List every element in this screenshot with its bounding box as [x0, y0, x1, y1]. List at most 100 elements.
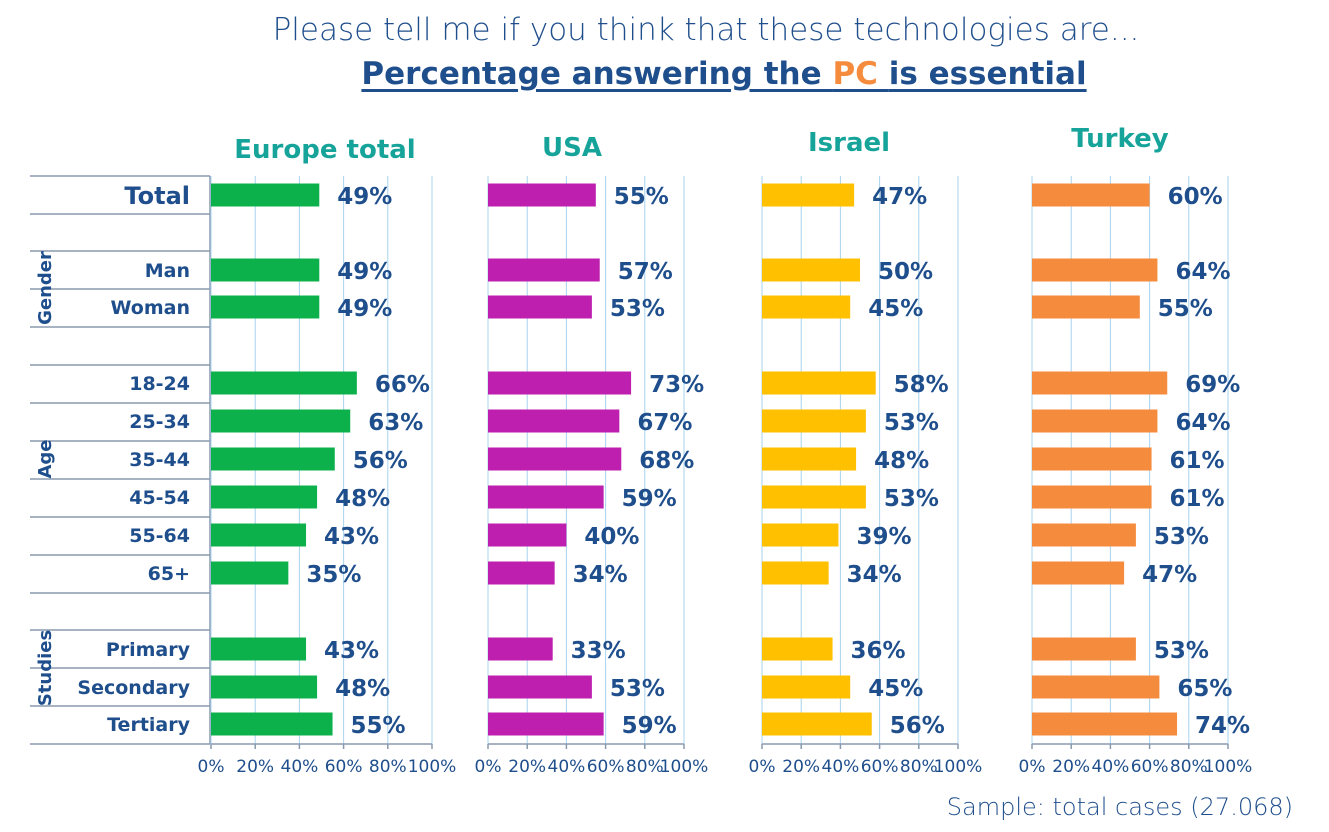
x-tick-label-turkey: 60% — [1131, 757, 1169, 777]
data-label-usa: 73% — [649, 372, 704, 398]
data-label-usa: 53% — [610, 296, 665, 322]
chart-subtitle: Percentage answering the PC is essential — [0, 56, 1329, 92]
bar-europe-total-secondary — [211, 675, 318, 699]
group-label-gender: Gender — [35, 251, 56, 325]
x-tick-label-israel: 40% — [822, 757, 860, 777]
data-label-israel: 45% — [868, 676, 923, 702]
x-tick-label-usa: 40% — [548, 757, 586, 777]
data-label-europe-total: 56% — [353, 448, 408, 474]
bar-turkey-total — [1032, 183, 1150, 207]
category-label-primary: Primary — [106, 639, 191, 661]
data-label-usa: 55% — [614, 184, 669, 210]
bar-europe-total-55-64 — [211, 523, 307, 547]
bar-turkey-25-34 — [1032, 409, 1158, 433]
data-label-turkey: 65% — [1177, 676, 1232, 702]
x-tick-label-turkey: 0% — [1019, 757, 1046, 777]
data-label-israel: 58% — [894, 372, 949, 398]
bar-europe-total-woman — [211, 295, 320, 319]
data-label-turkey: 69% — [1185, 372, 1240, 398]
panel-title-turkey: Turkey — [1071, 124, 1168, 154]
data-label-europe-total: 66% — [375, 372, 430, 398]
category-label-65-: 65+ — [148, 563, 190, 585]
bar-israel-18-24 — [762, 371, 876, 395]
x-tick-label-europe-total: 20% — [236, 757, 274, 777]
data-label-europe-total: 49% — [337, 296, 392, 322]
category-label-tertiary: Tertiary — [107, 714, 190, 736]
x-tick-label-europe-total: 40% — [281, 757, 319, 777]
data-label-usa: 68% — [639, 448, 694, 474]
bar-usa-55-64 — [488, 523, 567, 547]
bar-turkey-18-24 — [1032, 371, 1168, 395]
data-label-israel: 53% — [884, 486, 939, 512]
category-label-45-54: 45-54 — [129, 487, 190, 509]
category-label-woman: Woman — [111, 297, 190, 319]
data-label-usa: 59% — [622, 486, 677, 512]
data-label-usa: 53% — [610, 676, 665, 702]
x-tick-label-europe-total: 60% — [325, 757, 363, 777]
bar-israel-25-34 — [762, 409, 866, 433]
bar-europe-total-man — [211, 258, 320, 282]
bar-turkey-55-64 — [1032, 523, 1136, 547]
bar-israel-45-54 — [762, 485, 866, 509]
panel-title-europe-total: Europe total — [234, 135, 415, 165]
bar-turkey-65- — [1032, 561, 1125, 585]
subtitle-highlight: PC — [832, 56, 889, 92]
bar-usa-primary — [488, 637, 553, 661]
bar-usa-tertiary — [488, 712, 604, 736]
data-label-israel: 47% — [872, 184, 927, 210]
data-label-europe-total: 48% — [335, 486, 390, 512]
data-label-usa: 34% — [573, 562, 628, 588]
data-label-turkey: 64% — [1175, 259, 1230, 285]
bar-turkey-tertiary — [1032, 712, 1178, 736]
panel-title-usa: USA — [542, 133, 602, 163]
bar-israel-55-64 — [762, 523, 839, 547]
chart-title: Please tell me if you think that these t… — [272, 12, 1140, 48]
bar-europe-total-45-54 — [211, 485, 318, 509]
category-label-18-24: 18-24 — [129, 373, 190, 395]
data-label-turkey: 53% — [1154, 638, 1209, 664]
data-label-usa: 33% — [571, 638, 626, 664]
bar-europe-total-25-34 — [211, 409, 351, 433]
bar-turkey-woman — [1032, 295, 1140, 319]
data-label-europe-total: 63% — [368, 410, 423, 436]
bar-turkey-35-44 — [1032, 447, 1152, 471]
data-label-usa: 67% — [637, 410, 692, 436]
bar-israel-65- — [762, 561, 829, 585]
x-tick-label-turkey: 40% — [1092, 757, 1130, 777]
data-label-israel: 50% — [878, 259, 933, 285]
x-tick-label-usa: 20% — [508, 757, 546, 777]
x-tick-label-israel: 100% — [934, 757, 983, 777]
x-tick-label-europe-total: 80% — [369, 757, 407, 777]
x-tick-label-turkey: 80% — [1170, 757, 1208, 777]
bar-europe-total-tertiary — [211, 712, 333, 736]
sample-note: Sample: total cases (27.068) — [946, 793, 1293, 821]
data-label-usa: 59% — [622, 713, 677, 739]
category-label-25-34: 25-34 — [129, 411, 190, 433]
x-tick-label-israel: 0% — [749, 757, 776, 777]
x-tick-label-europe-total: 100% — [408, 757, 457, 777]
group-label-age: Age — [35, 439, 56, 478]
category-label-35-44: 35-44 — [129, 449, 190, 471]
x-tick-label-usa: 60% — [587, 757, 625, 777]
subtitle-after: is essential — [888, 56, 1087, 92]
bar-turkey-man — [1032, 258, 1158, 282]
data-label-israel: 36% — [851, 638, 906, 664]
data-label-europe-total: 35% — [306, 562, 361, 588]
data-label-turkey: 64% — [1175, 410, 1230, 436]
bar-israel-woman — [762, 295, 851, 319]
panel-title-israel: Israel — [808, 128, 890, 158]
category-label-total: Total — [124, 182, 190, 210]
x-tick-label-israel: 20% — [782, 757, 820, 777]
bar-usa-45-54 — [488, 485, 604, 509]
data-label-turkey: 55% — [1158, 296, 1213, 322]
bar-usa-25-34 — [488, 409, 620, 433]
bar-israel-tertiary — [762, 712, 872, 736]
data-label-israel: 34% — [847, 562, 902, 588]
subtitle-before: Percentage answering the — [361, 56, 833, 92]
data-label-turkey: 47% — [1142, 562, 1197, 588]
bar-israel-total — [762, 183, 855, 207]
bar-usa-65- — [488, 561, 555, 585]
bar-europe-total-18-24 — [211, 371, 357, 395]
data-label-turkey: 60% — [1168, 184, 1223, 210]
